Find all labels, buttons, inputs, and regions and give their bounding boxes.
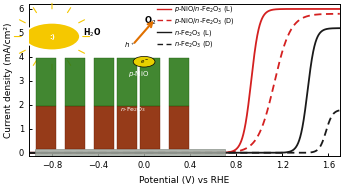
Bar	[140, 106, 160, 149]
Legend: $p$-NiO/$n$-Fe$_2$O$_3$ (L), $p$-NiO/$n$-Fe$_2$O$_3$ (D), $n$-Fe$_2$O$_3$ (L), $: $p$-NiO/$n$-Fe$_2$O$_3$ (L), $p$-NiO/$n$…	[157, 5, 235, 50]
Text: :): :)	[49, 33, 55, 40]
Circle shape	[24, 23, 80, 50]
Text: $p$-NiO: $p$-NiO	[128, 69, 149, 79]
Bar	[36, 58, 56, 106]
Bar	[65, 106, 85, 149]
Y-axis label: Current density (mA/cm²): Current density (mA/cm²)	[4, 22, 13, 138]
Bar	[117, 58, 137, 106]
Text: $n$-Fe$_2$O$_3$: $n$-Fe$_2$O$_3$	[120, 105, 146, 114]
Text: $e^-$: $e^-$	[140, 58, 149, 66]
Bar	[140, 58, 160, 106]
Bar	[117, 106, 137, 149]
Text: h: h	[125, 42, 129, 48]
Bar	[35, 149, 225, 158]
Bar	[36, 106, 56, 149]
Bar	[169, 58, 189, 106]
Bar	[94, 106, 114, 149]
Bar	[169, 106, 189, 149]
Text: H$_2$O: H$_2$O	[83, 27, 101, 39]
Text: O$_2$: O$_2$	[144, 15, 156, 27]
X-axis label: Potential (V) vs RHE: Potential (V) vs RHE	[139, 176, 229, 185]
Text: $^+$: $^+$	[130, 42, 136, 47]
Bar	[94, 58, 114, 106]
Circle shape	[133, 56, 155, 67]
Bar	[65, 58, 85, 106]
